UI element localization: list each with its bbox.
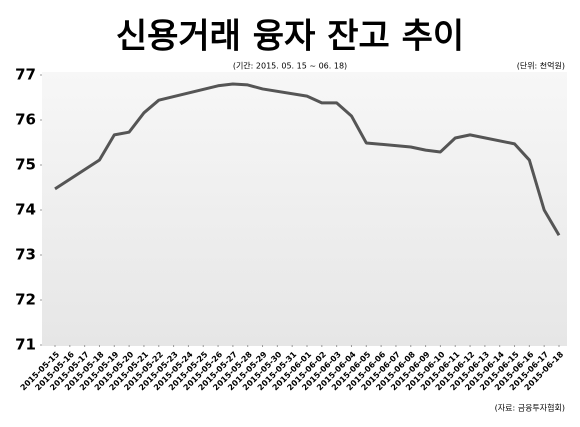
y-tick-label: 71 [15,336,36,354]
y-tick-label: 75 [15,156,36,174]
subtitle: (기간: 2015. 05. 15 ~ 06. 18) [233,61,347,71]
y-tick-label: 77 [15,66,36,84]
line [54,82,561,236]
y-tick-label: 72 [15,291,36,309]
y-tick-label: 74 [15,201,36,219]
y-tick-label: 73 [15,246,36,264]
unit-label: (단위: 천억원) [517,61,565,71]
y-tick-label: 76 [15,111,36,129]
chart-title: 신용거래 융자 잔고 추이 [116,17,464,57]
source-label: (자료: 금융투자협회) [495,403,565,413]
plot-area [42,72,567,346]
